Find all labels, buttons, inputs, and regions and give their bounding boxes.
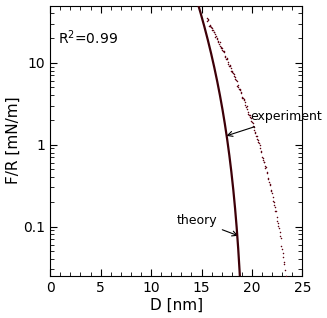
Text: theory: theory — [176, 213, 237, 236]
Text: experiment: experiment — [228, 110, 322, 136]
X-axis label: D [nm]: D [nm] — [150, 297, 203, 313]
Text: R$^2$=0.99: R$^2$=0.99 — [58, 29, 118, 47]
Y-axis label: F/R [mN/m]: F/R [mN/m] — [6, 97, 21, 184]
